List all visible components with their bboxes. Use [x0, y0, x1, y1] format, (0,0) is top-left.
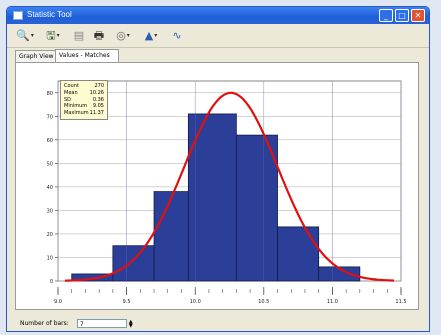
- histogram-bar: [153, 191, 189, 282]
- stat-label: Minimum: [64, 103, 88, 110]
- chart-settings-button[interactable]: 🖫 ▾: [41, 27, 65, 44]
- y-tick-label: 30: [47, 208, 53, 214]
- tab-graph-view[interactable]: Graph View: [15, 50, 57, 62]
- histogram-icon: ▲: [144, 29, 154, 42]
- x-tick-label: 10.0: [190, 299, 201, 305]
- histogram-chart: 0 10 20 30 40 50 60 70 80 9.0 9.5 10.0 10.5 11.0 11.5: [47, 80, 407, 305]
- stat-row: Minimum 9.05: [64, 103, 104, 110]
- zoom-icon: 🔍: [16, 29, 30, 42]
- x-tick-label: 9.5: [123, 299, 131, 305]
- chevron-down-icon[interactable]: ▾: [154, 31, 158, 39]
- close-icon[interactable]: ✕: [411, 9, 425, 22]
- histogram-bar: [318, 266, 361, 282]
- minimize-icon[interactable]: _: [379, 9, 393, 22]
- window-title: Statistic Tool: [27, 10, 72, 19]
- stat-value: 270: [94, 83, 104, 89]
- tab-values-matches[interactable]: Values - Matches: [55, 49, 119, 63]
- copy-button[interactable]: ▤: [71, 27, 87, 44]
- copy-icon: ▤: [73, 29, 85, 42]
- x-tick-label: 11.5: [395, 299, 406, 305]
- bins-label: Number of bars:: [20, 320, 69, 327]
- y-tick-label: 60: [47, 138, 53, 144]
- chart-settings-icon: 🖫: [46, 29, 56, 42]
- stat-row: Mean 10.26: [64, 90, 104, 97]
- normal-curve: [64, 91, 395, 282]
- histogram-bar: [187, 113, 237, 282]
- stat-value: 10.26: [89, 89, 104, 96]
- stat-label: Count: [64, 83, 79, 89]
- curve-icon: ∿: [172, 29, 182, 42]
- y-tick-label: 80: [47, 91, 53, 97]
- y-tick-label: 70: [47, 114, 53, 120]
- y-tick-label: 20: [47, 232, 53, 238]
- stat-label: Mean: [64, 89, 78, 96]
- stat-value: 9.05: [92, 103, 104, 110]
- histogram-bar: [112, 245, 155, 282]
- target-button[interactable]: ◎ ▾: [111, 27, 135, 44]
- histogram-bar: [235, 134, 278, 282]
- stat-label: Maximum: [64, 110, 89, 117]
- chevron-down-icon[interactable]: ▾: [126, 31, 130, 39]
- app-window: Statistic Tool _ □ ✕ 🔍 ▾ 🖫 ▾ ▤ 🖶 ◎ ▾ ▲ ▾ ∿ G…: [6, 6, 430, 332]
- zoom-button[interactable]: 🔍 ▾: [13, 27, 37, 44]
- x-tick-label: 9.0: [54, 299, 62, 305]
- bins-control: Number of bars: 7 ▲ ▼: [20, 319, 133, 328]
- target-icon: ◎: [116, 29, 126, 42]
- print-button[interactable]: 🖶: [91, 27, 107, 44]
- y-tick-label: 10: [47, 255, 53, 261]
- bins-stepper[interactable]: ▲ ▼: [128, 318, 133, 329]
- histogram-bar: [277, 226, 320, 282]
- title-bar[interactable]: Statistic Tool _ □ ✕: [7, 7, 429, 24]
- x-tick-label: 11.0: [327, 299, 338, 305]
- y-tick-label: 0: [50, 279, 53, 285]
- maximize-icon[interactable]: □: [395, 9, 409, 22]
- stat-row: SD 0.36: [64, 97, 104, 104]
- stat-row: Count 270: [64, 83, 104, 90]
- print-icon: 🖶: [93, 29, 105, 42]
- stat-row: Maximum 11.37: [64, 110, 104, 117]
- chevron-down-icon[interactable]: ▾: [56, 31, 60, 39]
- statistics-box: Count 270 Mean 10.26 SD 0.36 Minimum 9.05 Ma…: [60, 80, 108, 120]
- stat-value: 0.36: [92, 96, 104, 103]
- toolbar: 🔍 ▾ 🖫 ▾ ▤ 🖶 ◎ ▾ ▲ ▾ ∿: [7, 24, 429, 48]
- stat-value: 11.37: [89, 110, 104, 117]
- app-icon: [13, 11, 23, 20]
- histogram-button[interactable]: ▲ ▾: [139, 27, 163, 44]
- stat-label: SD: [64, 96, 72, 103]
- chevron-down-icon[interactable]: ▾: [30, 31, 34, 39]
- y-tick-label: 50: [47, 161, 53, 167]
- y-tick-label: 40: [47, 185, 53, 191]
- x-tick-label: 10.5: [258, 299, 269, 305]
- bins-input[interactable]: 7: [76, 319, 127, 328]
- curve-button[interactable]: ∿: [167, 27, 187, 44]
